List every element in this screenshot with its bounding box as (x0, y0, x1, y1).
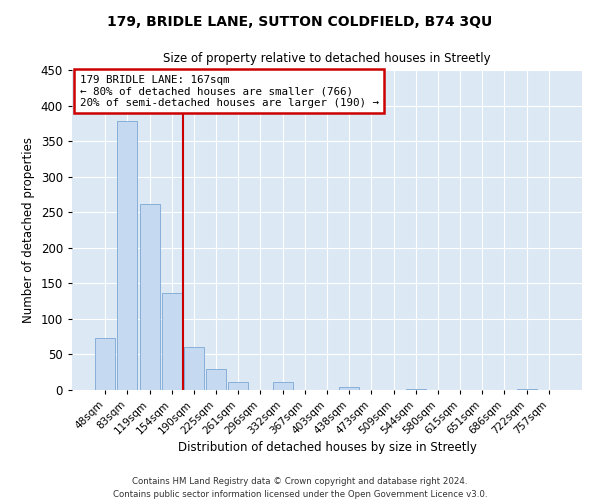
Bar (118, 121, 137, 390)
Bar (162, 292, 182, 390)
X-axis label: Distribution of detached houses by size in Streetly: Distribution of detached houses by size … (178, 442, 476, 454)
Bar (184, 348, 204, 390)
Title: Size of property relative to detached houses in Streetly: Size of property relative to detached ho… (163, 52, 491, 64)
Bar (339, 387, 359, 390)
Bar (272, 382, 293, 390)
Text: 179, BRIDLE LANE, SUTTON COLDFIELD, B74 3QU: 179, BRIDLE LANE, SUTTON COLDFIELD, B74 … (107, 15, 493, 29)
Y-axis label: Number of detached properties: Number of detached properties (22, 137, 35, 323)
Bar (95, 338, 115, 390)
Bar (140, 204, 160, 390)
Bar (228, 382, 248, 390)
Text: 179 BRIDLE LANE: 167sqm
← 80% of detached houses are smaller (766)
20% of semi-d: 179 BRIDLE LANE: 167sqm ← 80% of detache… (80, 75, 379, 108)
Text: Contains public sector information licensed under the Open Government Licence v3: Contains public sector information licen… (113, 490, 487, 499)
Text: Contains HM Land Registry data © Crown copyright and database right 2024.: Contains HM Land Registry data © Crown c… (132, 478, 468, 486)
Bar (206, 368, 226, 390)
